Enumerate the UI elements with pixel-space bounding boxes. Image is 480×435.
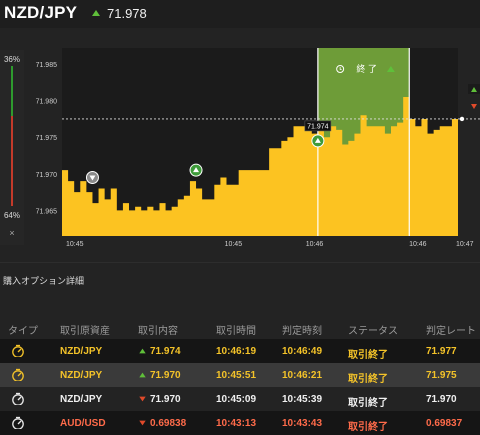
asset-cell: NZD/JPY	[60, 370, 103, 381]
status-cell: 取引終了	[348, 398, 388, 409]
up-arrow-icon	[193, 167, 200, 173]
final-rate-cell: 0.69837	[426, 418, 463, 429]
y-tick-label: 71.970	[36, 172, 58, 179]
header-asset: 取引原資産	[60, 326, 110, 337]
x-tick-label: 10:45	[225, 241, 243, 248]
up-percentage: 36%	[3, 55, 20, 64]
header-status: ステータス	[348, 326, 398, 337]
table-header: タイプ 取引原資産 取引内容 取引時間 判定時刻 ステータス 判定レート	[0, 316, 480, 339]
content-cell: 71.970	[138, 370, 181, 381]
trade-time-cell: 10:43:13	[216, 418, 257, 429]
final-rate-cell: 71.977	[426, 346, 457, 357]
header-judge-time: 判定時刻	[282, 326, 322, 337]
down-arrow-icon	[89, 175, 96, 181]
timer-icon	[10, 344, 26, 358]
clock-icon	[336, 65, 345, 73]
status-cell: 取引終了	[348, 350, 388, 361]
timer-icon	[10, 392, 26, 406]
down-ratio-bar	[11, 116, 13, 206]
current-price: 71.978	[107, 6, 147, 21]
down-arrow-icon	[139, 420, 146, 426]
entry-price-badge	[304, 120, 332, 132]
down-arrow-icon	[139, 396, 146, 402]
header-trade-time: 取引時間	[216, 326, 256, 337]
y-tick-label: 71.980	[36, 99, 58, 106]
current-price-dot	[459, 116, 465, 122]
content-cell: 0.69838	[138, 418, 186, 429]
status-cell: 取引終了	[348, 422, 388, 433]
table-row[interactable]: NZD/JPY 71.974 10:46:19 10:46:49 取引終了 71.977	[0, 339, 480, 363]
trade-time-cell: 10:46:19	[216, 346, 257, 357]
judge-time-cell: 10:45:39	[282, 394, 323, 405]
entry-price-label: 71.974	[307, 123, 329, 130]
rate-value: 71.974	[150, 346, 181, 357]
up-arrow-icon	[92, 10, 100, 16]
judge-time-cell: 10:46:21	[282, 370, 323, 381]
purchase-table: タイプ 取引原資産 取引内容 取引時間 判定時刻 ステータス 判定レート NZD…	[0, 316, 480, 435]
x-tick-label: 10:46	[306, 241, 324, 248]
up-arrow-icon	[139, 372, 146, 378]
up-ratio-bar	[11, 66, 13, 116]
header-bar: NZD/JPY 71.978	[0, 0, 480, 28]
table-row[interactable]: AUD/USD 0.69838 10:43:13 10:43:43 取引終了 0.6983…	[0, 411, 480, 435]
currency-pair-title[interactable]: NZD/JPY	[4, 3, 78, 22]
judge-time-cell: 10:46:49	[282, 346, 323, 357]
asset-cell: AUD/USD	[60, 418, 106, 429]
table-row[interactable]: NZD/JPY 71.970 10:45:51 10:46:21 取引終了 71.975	[0, 363, 480, 387]
price-chart[interactable]: 71.985 71.980 71.975 71.970 71.965 10:45 10:45…	[28, 48, 480, 258]
sentiment-gauge: 36% 64% ×	[0, 50, 24, 245]
down-arrow-icon	[471, 104, 477, 109]
rate-value: 71.970	[150, 394, 181, 405]
divider	[0, 262, 480, 263]
x-tick-label: 10:45	[66, 241, 84, 248]
asset-cell: NZD/JPY	[60, 394, 103, 405]
asset-cell: NZD/JPY	[60, 346, 103, 357]
close-gauge-button[interactable]: ×	[9, 228, 15, 238]
up-arrow-icon	[471, 87, 477, 92]
status-cell: 取引終了	[348, 374, 388, 385]
header-type: タイプ	[8, 326, 38, 337]
price-area-series	[62, 97, 458, 236]
final-rate-cell: 71.975	[426, 370, 457, 381]
x-tick-label: 10:47	[456, 241, 474, 248]
up-arrow-icon	[139, 348, 146, 354]
y-tick-label: 71.975	[36, 135, 58, 142]
trade-time-cell: 10:45:09	[216, 394, 257, 405]
content-cell: 71.970	[138, 394, 181, 405]
table-row[interactable]: NZD/JPY 71.970 10:45:09 10:45:39 取引終了 71.970	[0, 387, 480, 411]
content-cell: 71.974	[138, 346, 181, 357]
final-rate-cell: 71.970	[426, 394, 457, 405]
clock-hands-icon	[339, 67, 342, 70]
y-tick-label: 71.985	[36, 62, 58, 69]
trade-time-cell: 10:45:51	[216, 370, 257, 381]
rate-value: 71.970	[150, 370, 181, 381]
y-tick-label: 71.965	[36, 208, 58, 215]
timer-icon	[10, 416, 26, 430]
purchase-details-title: 購入オプション詳細	[3, 276, 85, 286]
x-tick-label: 10:46	[409, 241, 427, 248]
down-percentage: 64%	[3, 211, 20, 220]
rate-value: 0.69838	[150, 418, 187, 429]
timer-icon	[10, 368, 26, 382]
up-arrow-icon	[386, 66, 395, 72]
expiry-label: 終 了	[356, 63, 377, 74]
price-chart-canvas: 71.985 71.980 71.975 71.970 71.965 10:45 10:45…	[36, 48, 480, 248]
header-content: 取引内容	[138, 326, 178, 337]
judge-time-cell: 10:43:43	[282, 418, 323, 429]
header-final-rate: 判定レート	[426, 326, 476, 337]
up-arrow-icon	[314, 137, 321, 143]
